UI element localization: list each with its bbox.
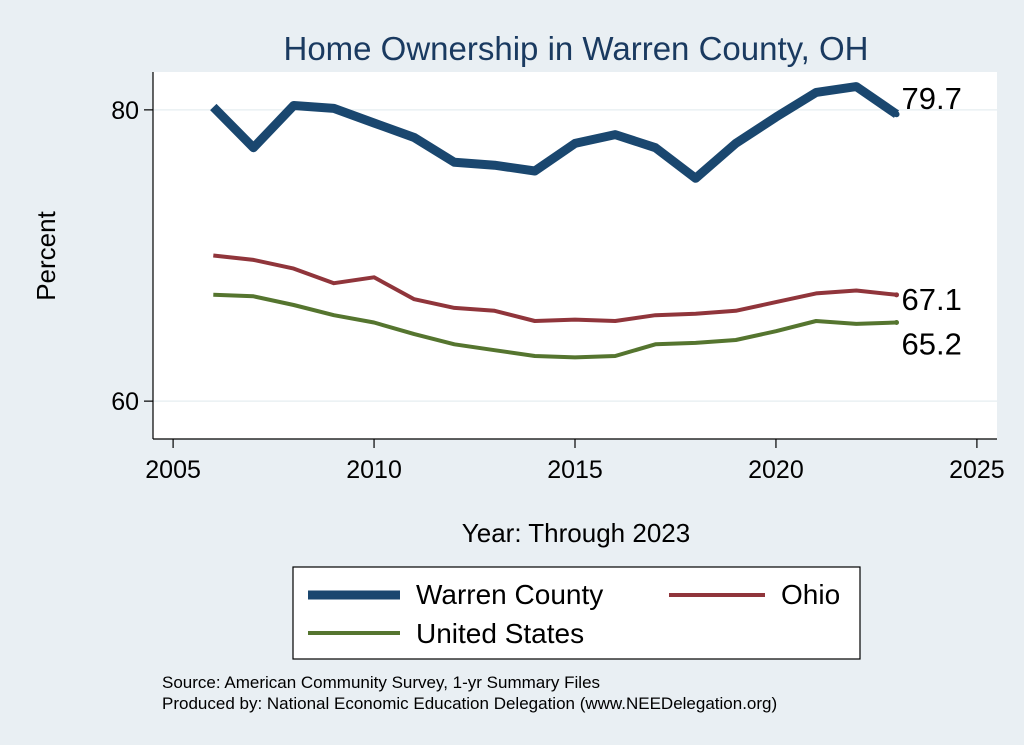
x-tick-label-2005: 2005 xyxy=(145,456,201,484)
series-end-marker-ohio xyxy=(894,292,900,298)
legend-label-warren-county: Warren County xyxy=(416,579,603,610)
series-end-marker-united-states xyxy=(894,319,900,325)
y-axis-label: Percent xyxy=(31,210,61,300)
series-line-ohio xyxy=(213,253,897,323)
x-tick-label-2020: 2020 xyxy=(748,456,804,484)
series-end-marker-warren-county xyxy=(893,111,900,118)
end-label-united-states: 65.2 xyxy=(902,326,962,361)
series-line-united-states xyxy=(213,292,897,360)
source-note: Source: American Community Survey, 1-yr … xyxy=(162,673,600,692)
y-tick-label-60: 60 xyxy=(111,388,139,416)
legend-label-ohio: Ohio xyxy=(781,579,840,610)
x-tick-label-2015: 2015 xyxy=(547,456,603,484)
end-label-ohio: 67.1 xyxy=(902,282,962,317)
series-line-warren-county xyxy=(210,82,900,183)
end-label-warren-county: 79.7 xyxy=(902,81,962,116)
legend-box xyxy=(292,566,861,660)
producer-note: Produced by: National Economic Education… xyxy=(162,694,777,713)
plot-area xyxy=(153,72,997,439)
x-axis-label: Year: Through 2023 xyxy=(462,518,690,548)
x-tick-label-2010: 2010 xyxy=(346,456,402,484)
legend: Warren County Ohio United States xyxy=(292,566,861,660)
y-tick-label-80: 80 xyxy=(111,97,139,125)
legend-label-united-states: United States xyxy=(416,618,584,649)
chart-title: Home Ownership in Warren County, OH xyxy=(283,30,868,67)
x-tick-label-2025: 2025 xyxy=(949,456,1005,484)
